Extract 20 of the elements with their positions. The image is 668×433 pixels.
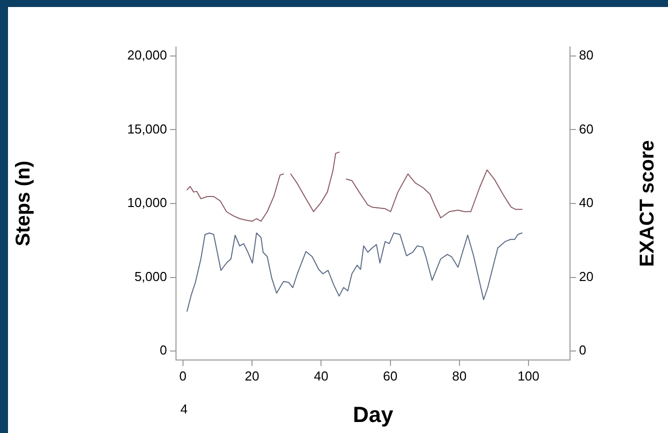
x-tick-label: 100 (518, 368, 540, 384)
y-tick-label: 0 (160, 342, 167, 358)
y-tick-label: 5,000 (134, 268, 167, 284)
x-tick-label: 80 (452, 368, 467, 384)
x-tick-label: 20 (244, 368, 260, 384)
x-tick-label: 60 (383, 368, 398, 384)
y2-tick-label: 40 (579, 195, 594, 210)
x-tick-label: 40 (314, 368, 328, 384)
y2-axis-title: EXACT score (636, 140, 659, 267)
x-axis-title: Day (352, 402, 394, 427)
y2-tick-label: 80 (579, 47, 594, 62)
x-tick-label: 0 (179, 368, 187, 384)
y-tick-label: 20,000 (127, 47, 167, 62)
y2-tick-label: 60 (579, 121, 594, 136)
y2-tick-label: 0 (579, 342, 586, 358)
y-axis-title: Steps (n) (12, 160, 35, 246)
y-tick-label: 10,000 (127, 195, 167, 210)
y2-tick-label: 20 (579, 268, 594, 284)
text: 4 (180, 402, 188, 417)
y-tick-label: 15,000 (127, 121, 167, 136)
